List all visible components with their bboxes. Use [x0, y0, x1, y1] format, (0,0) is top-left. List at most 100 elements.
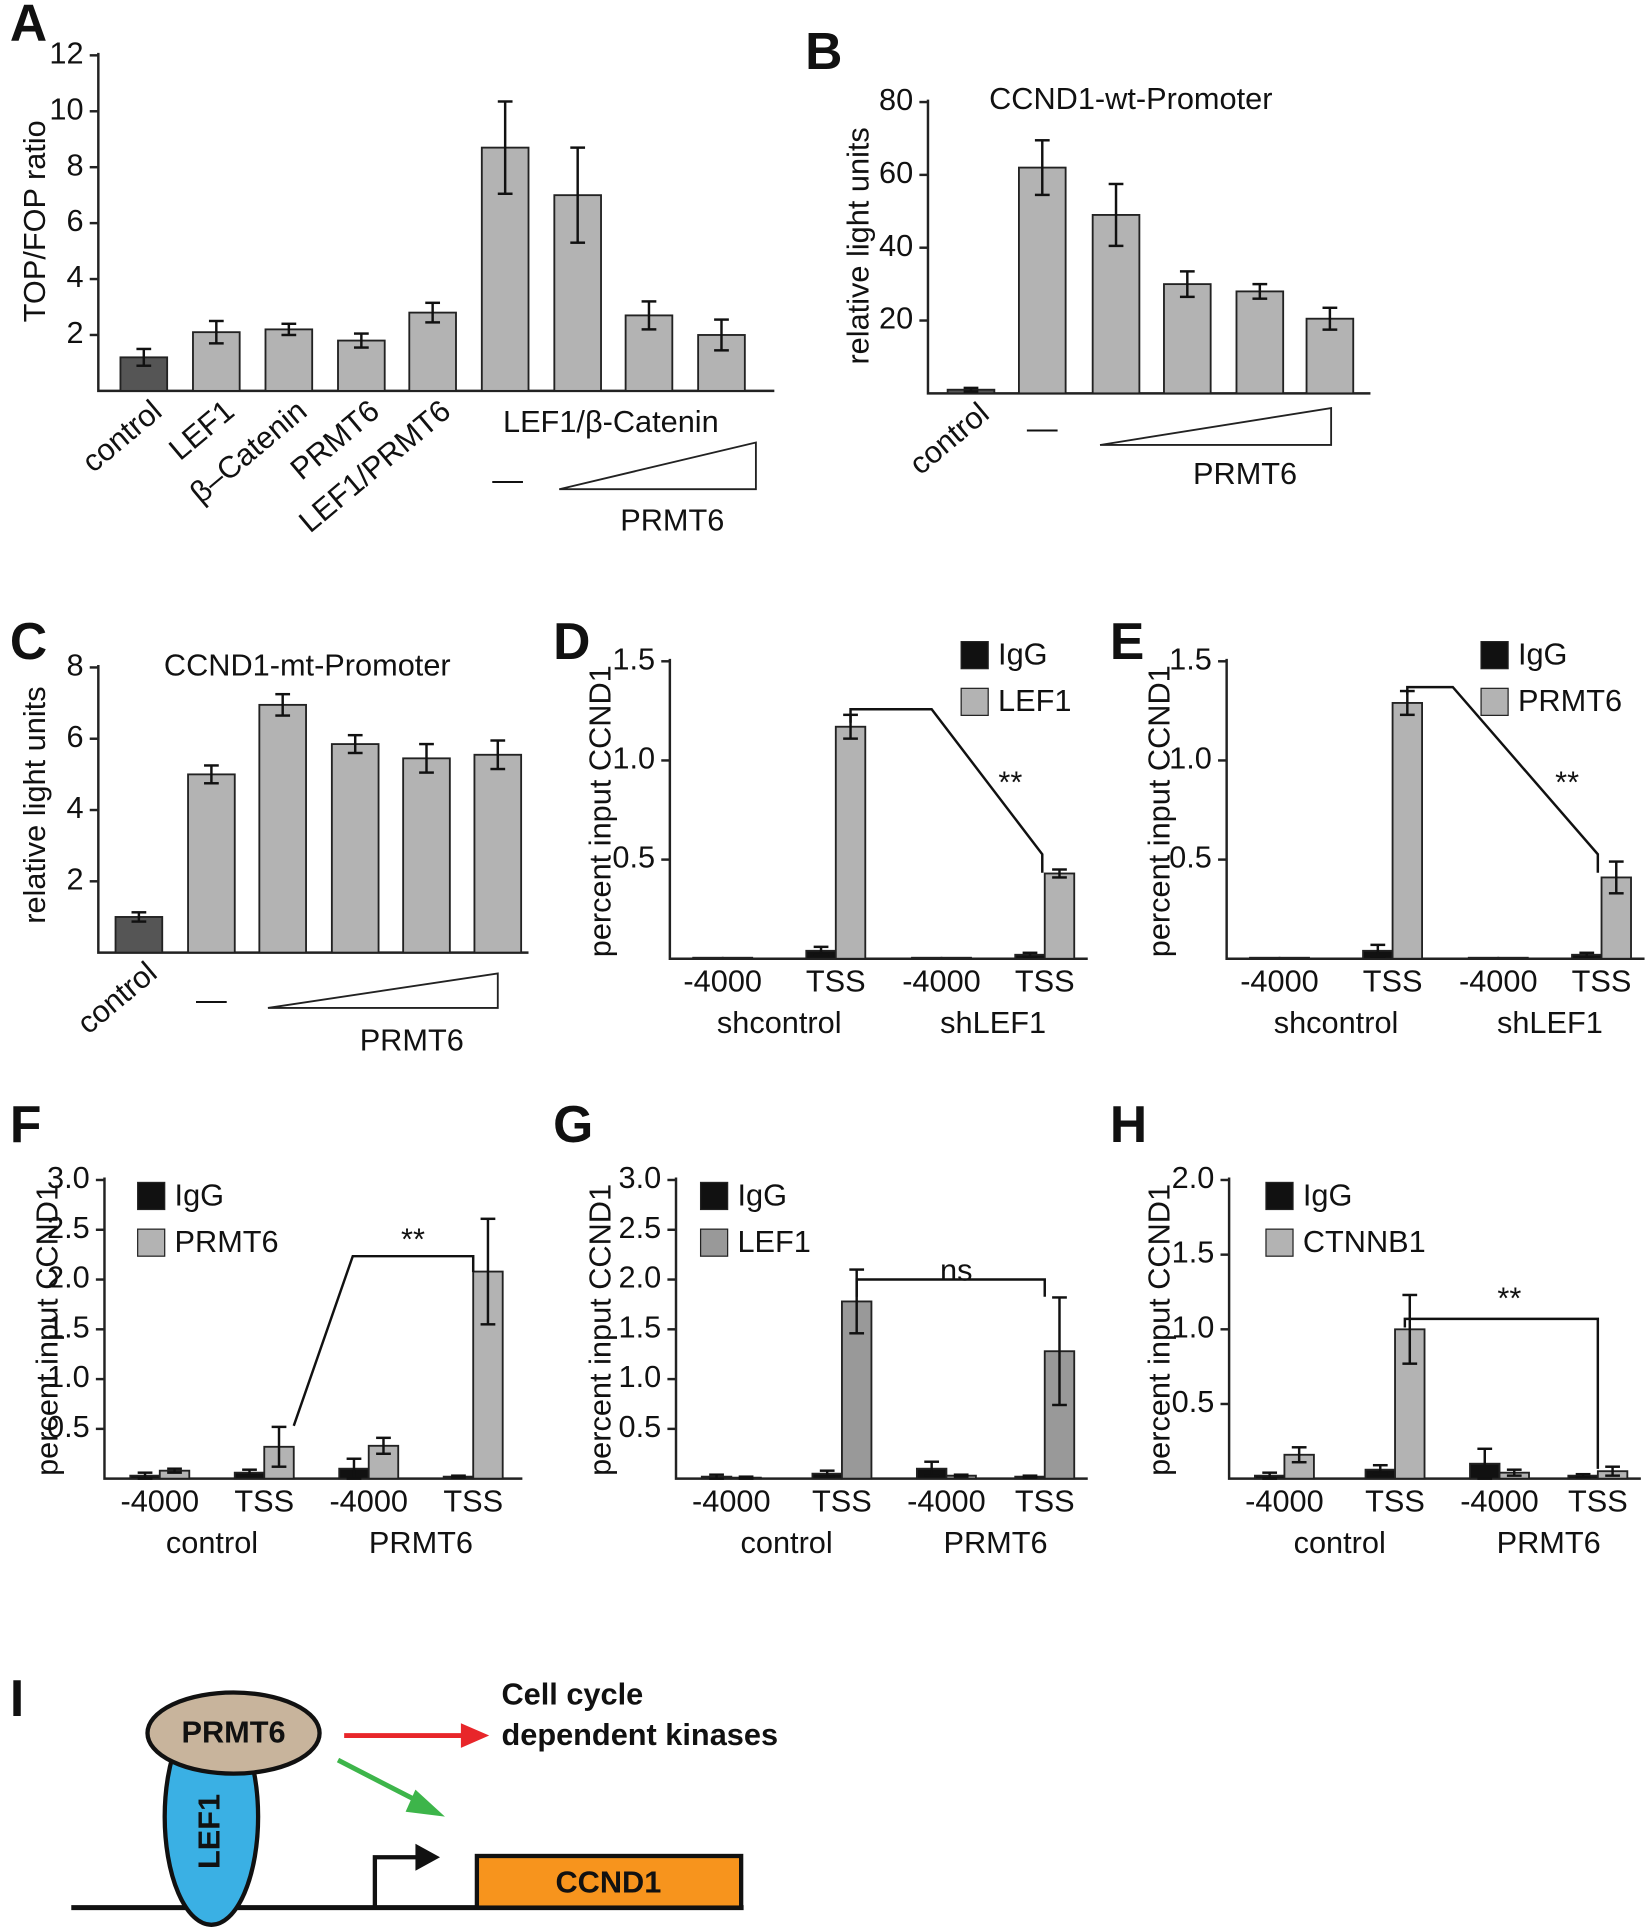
x-tick-label: -4000 [692, 1483, 771, 1518]
legend-swatch [960, 641, 989, 670]
y-tick-label: 3.0 [619, 1160, 662, 1195]
bar [1278, 956, 1310, 960]
group-label: shcontrol [1274, 1005, 1399, 1040]
y-tick-label: 1.5 [612, 641, 655, 676]
legend-swatch [137, 1228, 166, 1257]
chart-title: CCND1-wt-Promoter [989, 81, 1272, 116]
group-label: PRMT6 [1497, 1525, 1601, 1560]
wedge-label: PRMT6 [620, 503, 724, 538]
bar [402, 757, 451, 954]
y-tick-label: 0.5 [47, 1409, 90, 1444]
bar [721, 956, 754, 960]
x-tick-label: control [70, 955, 163, 1041]
significance-bracket [1403, 1317, 1600, 1469]
prmt6-label: PRMT6 [181, 1714, 285, 1749]
x-tick-label: -4000 [120, 1483, 199, 1518]
y-tick-label: 2.5 [619, 1210, 662, 1245]
y-tick-label: 1.5 [1172, 1235, 1215, 1270]
group-label: LEF1/β-Catenin [503, 404, 719, 439]
bar [692, 956, 724, 960]
legend-label: IgG [1518, 636, 1568, 671]
lef1-label: LEF1 [192, 1794, 227, 1869]
group-label: shLEF1 [1497, 1005, 1603, 1040]
y-tick-label: 4 [66, 259, 83, 294]
bar [1600, 876, 1632, 960]
bar [911, 956, 943, 960]
gene-box [474, 1853, 744, 1910]
y-tick-label: 8 [66, 147, 83, 182]
axes [674, 1177, 1088, 1480]
bar [1467, 956, 1500, 960]
green-arrowhead [405, 1789, 445, 1817]
x-tick-label: -4000 [683, 963, 762, 998]
significance-label: ** [1555, 764, 1579, 799]
red-arrowhead [460, 1723, 490, 1748]
x-tick-label: -4000 [1460, 1483, 1539, 1518]
y-axis-label: percent input CCND1 [1142, 1184, 1177, 1476]
x-tick-label: TSS [443, 1483, 503, 1518]
significance-bracket [292, 1254, 475, 1427]
panel-letter: G [553, 1095, 593, 1153]
x-tick-label: TSS [1568, 1483, 1628, 1518]
group-label: shcontrol [717, 1005, 842, 1040]
panel-letter: F [10, 1095, 42, 1153]
y-tick-label: 2.0 [619, 1260, 662, 1295]
legend-swatch [960, 687, 989, 716]
axes [97, 52, 775, 393]
significance-label: ** [998, 764, 1022, 799]
wedge-label: PRMT6 [1193, 456, 1297, 491]
y-axis-label: percent input CCND1 [1142, 665, 1177, 957]
bar [1235, 290, 1285, 395]
bar [330, 743, 380, 954]
legend-label: PRMT6 [175, 1224, 279, 1259]
x-tick-label: TSS [812, 1483, 872, 1518]
y-tick-label: 0.5 [1169, 840, 1212, 875]
legend-swatch [1265, 1181, 1294, 1211]
axes [103, 1177, 523, 1480]
y-tick-label: 1.0 [47, 1359, 90, 1394]
y-tick-label: 2 [66, 861, 83, 896]
legend-label: IgG [175, 1177, 225, 1212]
panel-letter: H [1110, 1095, 1147, 1153]
panel-letter: A [10, 0, 47, 52]
dash-label: — [1027, 410, 1058, 445]
x-tick-label: control [75, 393, 168, 479]
y-tick-label: 6 [66, 203, 83, 238]
y-axis-label: relative light units [840, 127, 875, 364]
y-tick-label: 1.0 [619, 1359, 662, 1394]
chart-title: CCND1-mt-Promoter [164, 648, 451, 683]
y-axis-label: percent input CCND1 [582, 1184, 617, 1476]
significance-bracket [855, 1278, 1046, 1297]
axes [926, 99, 1371, 395]
y-tick-label: 3.0 [47, 1160, 90, 1195]
x-tick-label: -4000 [907, 1483, 986, 1518]
y-tick-label: 40 [879, 228, 913, 263]
panel-letter: D [553, 612, 590, 670]
dash-label: — [492, 462, 523, 497]
panel-letter: E [1110, 612, 1144, 670]
legend-label: PRMT6 [1518, 683, 1622, 718]
significance-bracket [849, 708, 1044, 873]
bar [1018, 166, 1067, 395]
dose-wedge [267, 972, 499, 1009]
legend-label: IgG [737, 1177, 787, 1212]
target-label: Cell cycle [501, 1676, 643, 1711]
panel-letter: C [10, 612, 47, 670]
group-label: control [1294, 1525, 1386, 1560]
bar [1497, 956, 1529, 960]
y-tick-label: 10 [49, 91, 83, 126]
x-tick-label: TSS [1572, 963, 1632, 998]
group-label: PRMT6 [369, 1525, 473, 1560]
bar [1249, 956, 1281, 960]
x-tick-label: -4000 [902, 963, 981, 998]
diagram: I CCND1 LEF1 PRMT6 Cell cycle dependent … [10, 1669, 778, 1927]
bar [1391, 702, 1423, 960]
y-tick-label: 1.5 [47, 1309, 90, 1344]
x-tick-label: TSS [1015, 1483, 1075, 1518]
bar [1043, 872, 1076, 960]
y-tick-label: 1.5 [619, 1309, 662, 1344]
significance-label: ** [1497, 1281, 1521, 1316]
legend-swatch [137, 1181, 166, 1211]
significance-label: ** [401, 1222, 425, 1257]
